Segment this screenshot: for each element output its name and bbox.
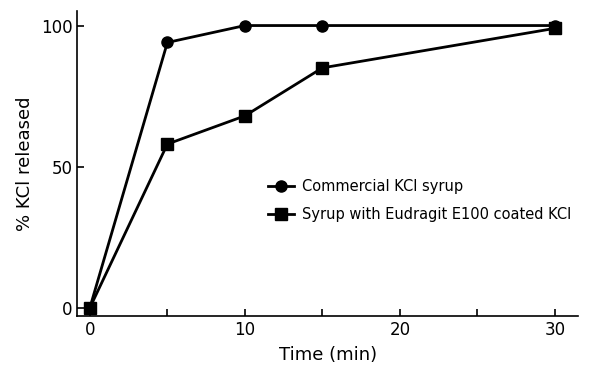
Commercial KCl syrup — [164, 40, 171, 45]
Line: Syrup with Eudragit E100 coated KCl: Syrup with Eudragit E100 coated KCl — [84, 23, 560, 313]
Commercial KCl syrup — [86, 306, 94, 310]
Commercial KCl syrup — [551, 23, 558, 28]
Syrup with Eudragit E100 coated KCl — [241, 114, 249, 118]
Syrup with Eudragit E100 coated KCl — [164, 142, 171, 146]
X-axis label: Time (min): Time (min) — [279, 346, 377, 364]
Commercial KCl syrup — [319, 23, 326, 28]
Line: Commercial KCl syrup: Commercial KCl syrup — [84, 20, 560, 313]
Syrup with Eudragit E100 coated KCl — [86, 306, 94, 310]
Syrup with Eudragit E100 coated KCl — [551, 26, 558, 30]
Commercial KCl syrup — [241, 23, 249, 28]
Legend: Commercial KCl syrup, Syrup with Eudragit E100 coated KCl: Commercial KCl syrup, Syrup with Eudragi… — [268, 179, 571, 222]
Syrup with Eudragit E100 coated KCl — [319, 66, 326, 70]
Y-axis label: % KCl released: % KCl released — [16, 96, 34, 231]
